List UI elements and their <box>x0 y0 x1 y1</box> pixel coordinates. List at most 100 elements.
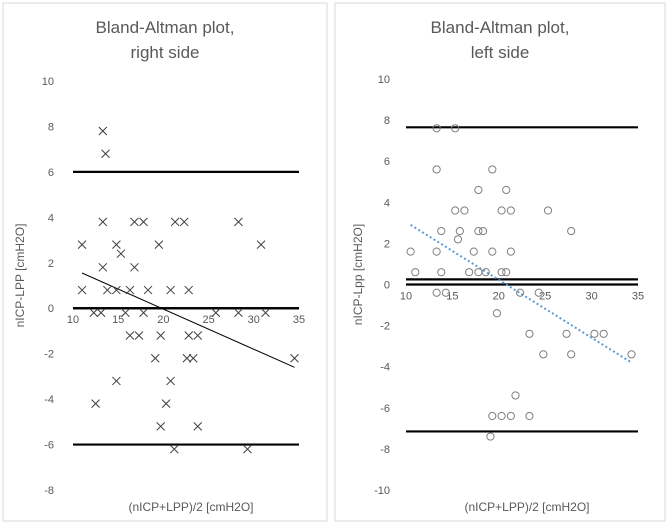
data-point <box>502 185 511 195</box>
data-point <box>98 217 108 227</box>
data-point <box>455 226 464 236</box>
data-point <box>170 217 180 227</box>
x-tick-label: 30 <box>248 314 260 326</box>
data-point <box>465 268 474 277</box>
x-tick-label: 15 <box>112 314 124 326</box>
data-point <box>125 285 135 295</box>
data-point <box>534 288 543 297</box>
data-point <box>188 353 198 363</box>
data-point <box>437 268 446 277</box>
y-tick-label: -8 <box>380 444 390 456</box>
data-point <box>474 226 483 236</box>
x-tick-label: 10 <box>400 291 412 303</box>
y-axis-label: nICP-Lpp [cmH2O] <box>351 224 365 325</box>
data-point <box>193 331 203 340</box>
y-tick-label: 10 <box>378 74 390 86</box>
data-point <box>506 411 515 421</box>
chart-panel-2: Bland-Altman plot, left side -10 -8 -6 -4 -2 0 2… <box>334 2 666 522</box>
x-tick-label: 20 <box>157 314 169 326</box>
data-point <box>125 331 135 340</box>
data-point <box>256 240 266 249</box>
data-point <box>143 285 153 295</box>
y-tick-label: 4 <box>384 197 390 209</box>
data-point <box>243 444 252 454</box>
data-point <box>184 331 194 340</box>
y-tick-label: 8 <box>384 115 390 127</box>
data-point <box>441 288 451 297</box>
data-point <box>261 308 270 318</box>
data-point <box>98 262 108 272</box>
chart-title-line: left side <box>471 43 530 62</box>
data-point <box>567 350 576 359</box>
y-tick-label: 0 <box>384 280 390 292</box>
data-point <box>488 165 497 174</box>
data-point <box>488 411 497 421</box>
y-tick-label: -2 <box>44 349 54 361</box>
data-point <box>96 308 106 318</box>
x-tick-label: 25 <box>202 314 214 326</box>
data-point <box>130 217 139 227</box>
data-point <box>290 353 299 363</box>
y-tick-label: 2 <box>384 238 390 250</box>
data-point <box>516 288 525 297</box>
data-point <box>112 240 121 249</box>
data-point <box>432 124 441 133</box>
chart-title: Bland-Altman plot, left side <box>431 18 570 62</box>
data-point <box>497 268 506 277</box>
x-tick-label: 25 <box>539 291 551 303</box>
data-point <box>182 353 192 363</box>
data-point <box>562 329 571 338</box>
data-point <box>474 185 483 195</box>
data-point <box>161 399 171 409</box>
chart-title-line: right side <box>131 43 200 62</box>
data-point <box>567 226 576 236</box>
x-tick-label: 20 <box>493 291 505 303</box>
data-point <box>169 444 179 454</box>
data-point <box>139 217 148 227</box>
y-tick-label: 10 <box>42 76 54 88</box>
data-point <box>453 235 463 244</box>
y-tick-label: 6 <box>48 167 54 179</box>
data-point <box>511 391 520 400</box>
data-point <box>166 285 175 295</box>
data-point <box>599 329 608 338</box>
data-point <box>460 206 469 215</box>
data-point <box>91 399 100 409</box>
x-axis-label: (nICP+LPP)/2 [cmH2O] <box>128 500 253 514</box>
data-point <box>98 126 108 136</box>
x-tick-label: 15 <box>446 291 458 303</box>
data-point <box>112 285 121 295</box>
data-point <box>451 124 460 133</box>
data-point <box>432 165 441 174</box>
data-point <box>156 331 166 340</box>
x-tick-label: 35 <box>632 291 644 303</box>
data-point <box>102 285 112 295</box>
x-tick-label: 35 <box>293 314 305 326</box>
data-point <box>179 217 189 227</box>
y-tick-label: 6 <box>384 156 390 168</box>
chart-frame <box>334 2 666 522</box>
data-point <box>525 411 534 421</box>
data-point <box>166 376 175 386</box>
y-tick-label: 4 <box>48 212 54 224</box>
data-point <box>432 288 441 297</box>
data-point <box>89 308 99 318</box>
data-point <box>451 206 460 215</box>
data-point <box>77 285 87 295</box>
data-point <box>234 217 243 227</box>
data-point <box>543 206 553 215</box>
y-tick-label: 8 <box>48 121 54 133</box>
data-point <box>77 240 87 249</box>
data-point <box>502 268 511 277</box>
data-point <box>506 247 515 256</box>
data-point <box>150 353 160 363</box>
data-point <box>101 149 110 159</box>
data-point <box>130 262 139 272</box>
y-tick-label: 0 <box>48 303 54 315</box>
chart-title-line: Bland-Altman plot, <box>431 18 570 37</box>
x-axis-label: (nICP+LPP)/2 [cmH2O] <box>464 500 589 514</box>
y-tick-label: -2 <box>380 321 390 333</box>
data-point <box>139 308 148 318</box>
y-tick-label: -4 <box>44 394 54 406</box>
data-point <box>156 422 166 431</box>
